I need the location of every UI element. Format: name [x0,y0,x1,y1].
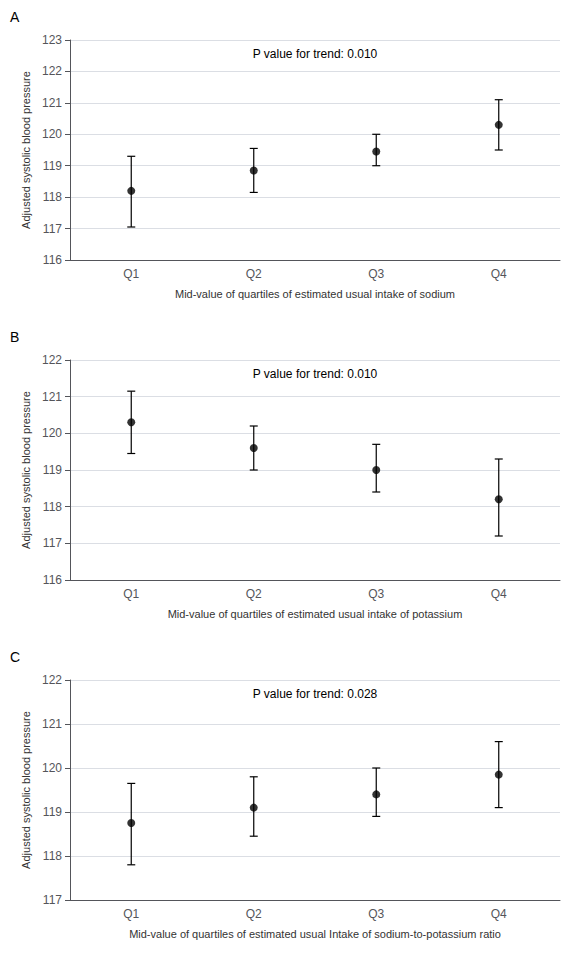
svg-text:Q2: Q2 [246,587,262,601]
svg-text:Q4: Q4 [491,267,507,281]
svg-text:117: 117 [43,536,62,550]
svg-text:Q1: Q1 [123,587,139,601]
svg-text:118: 118 [43,849,62,863]
svg-text:Mid-value of quartiles of esti: Mid-value of quartiles of estimated usua… [175,288,455,300]
svg-text:120: 120 [42,127,62,141]
svg-text:Adjusted systolic blood pressu: Adjusted systolic blood pressure [20,711,32,869]
svg-text:C: C [10,649,20,665]
svg-text:119: 119 [43,463,62,477]
svg-text:A: A [10,9,20,25]
svg-text:121: 121 [42,96,62,110]
svg-text:Adjusted systolic blood pressu: Adjusted systolic blood pressure [20,71,32,229]
svg-text:Q1: Q1 [123,907,139,921]
svg-text:122: 122 [42,64,62,78]
svg-text:122: 122 [42,353,62,367]
svg-text:Q2: Q2 [246,907,262,921]
svg-text:118: 118 [43,190,62,204]
svg-text:116: 116 [43,573,62,587]
svg-text:117: 117 [43,222,62,236]
svg-text:119: 119 [43,159,62,173]
svg-text:Q3: Q3 [368,907,384,921]
svg-text:Q3: Q3 [368,267,384,281]
svg-text:Q4: Q4 [491,587,507,601]
svg-text:Q4: Q4 [491,907,507,921]
svg-text:P value for trend: 0.010: P value for trend: 0.010 [253,367,378,381]
svg-text:121: 121 [42,717,62,731]
svg-text:Q3: Q3 [368,587,384,601]
svg-text:116: 116 [43,253,62,267]
svg-text:120: 120 [42,426,62,440]
svg-text:B: B [10,329,19,345]
svg-text:Mid-value of quartiles of esti: Mid-value of quartiles of estimated usua… [129,928,501,940]
svg-text:119: 119 [43,805,62,819]
svg-text:Adjusted systolic blood pressu: Adjusted systolic blood pressure [20,391,32,549]
svg-text:120: 120 [42,761,62,775]
svg-text:P value for trend: 0.010: P value for trend: 0.010 [253,47,378,61]
svg-text:122: 122 [42,673,62,687]
svg-text:P value for trend: 0.028: P value for trend: 0.028 [253,687,378,701]
svg-text:123: 123 [42,33,62,47]
svg-text:Mid-value of quartiles of esti: Mid-value of quartiles of estimated usua… [168,608,463,620]
svg-text:Q1: Q1 [123,267,139,281]
svg-text:118: 118 [43,500,62,514]
svg-text:Q2: Q2 [246,267,262,281]
svg-text:117: 117 [43,893,62,907]
svg-text:121: 121 [42,390,62,404]
